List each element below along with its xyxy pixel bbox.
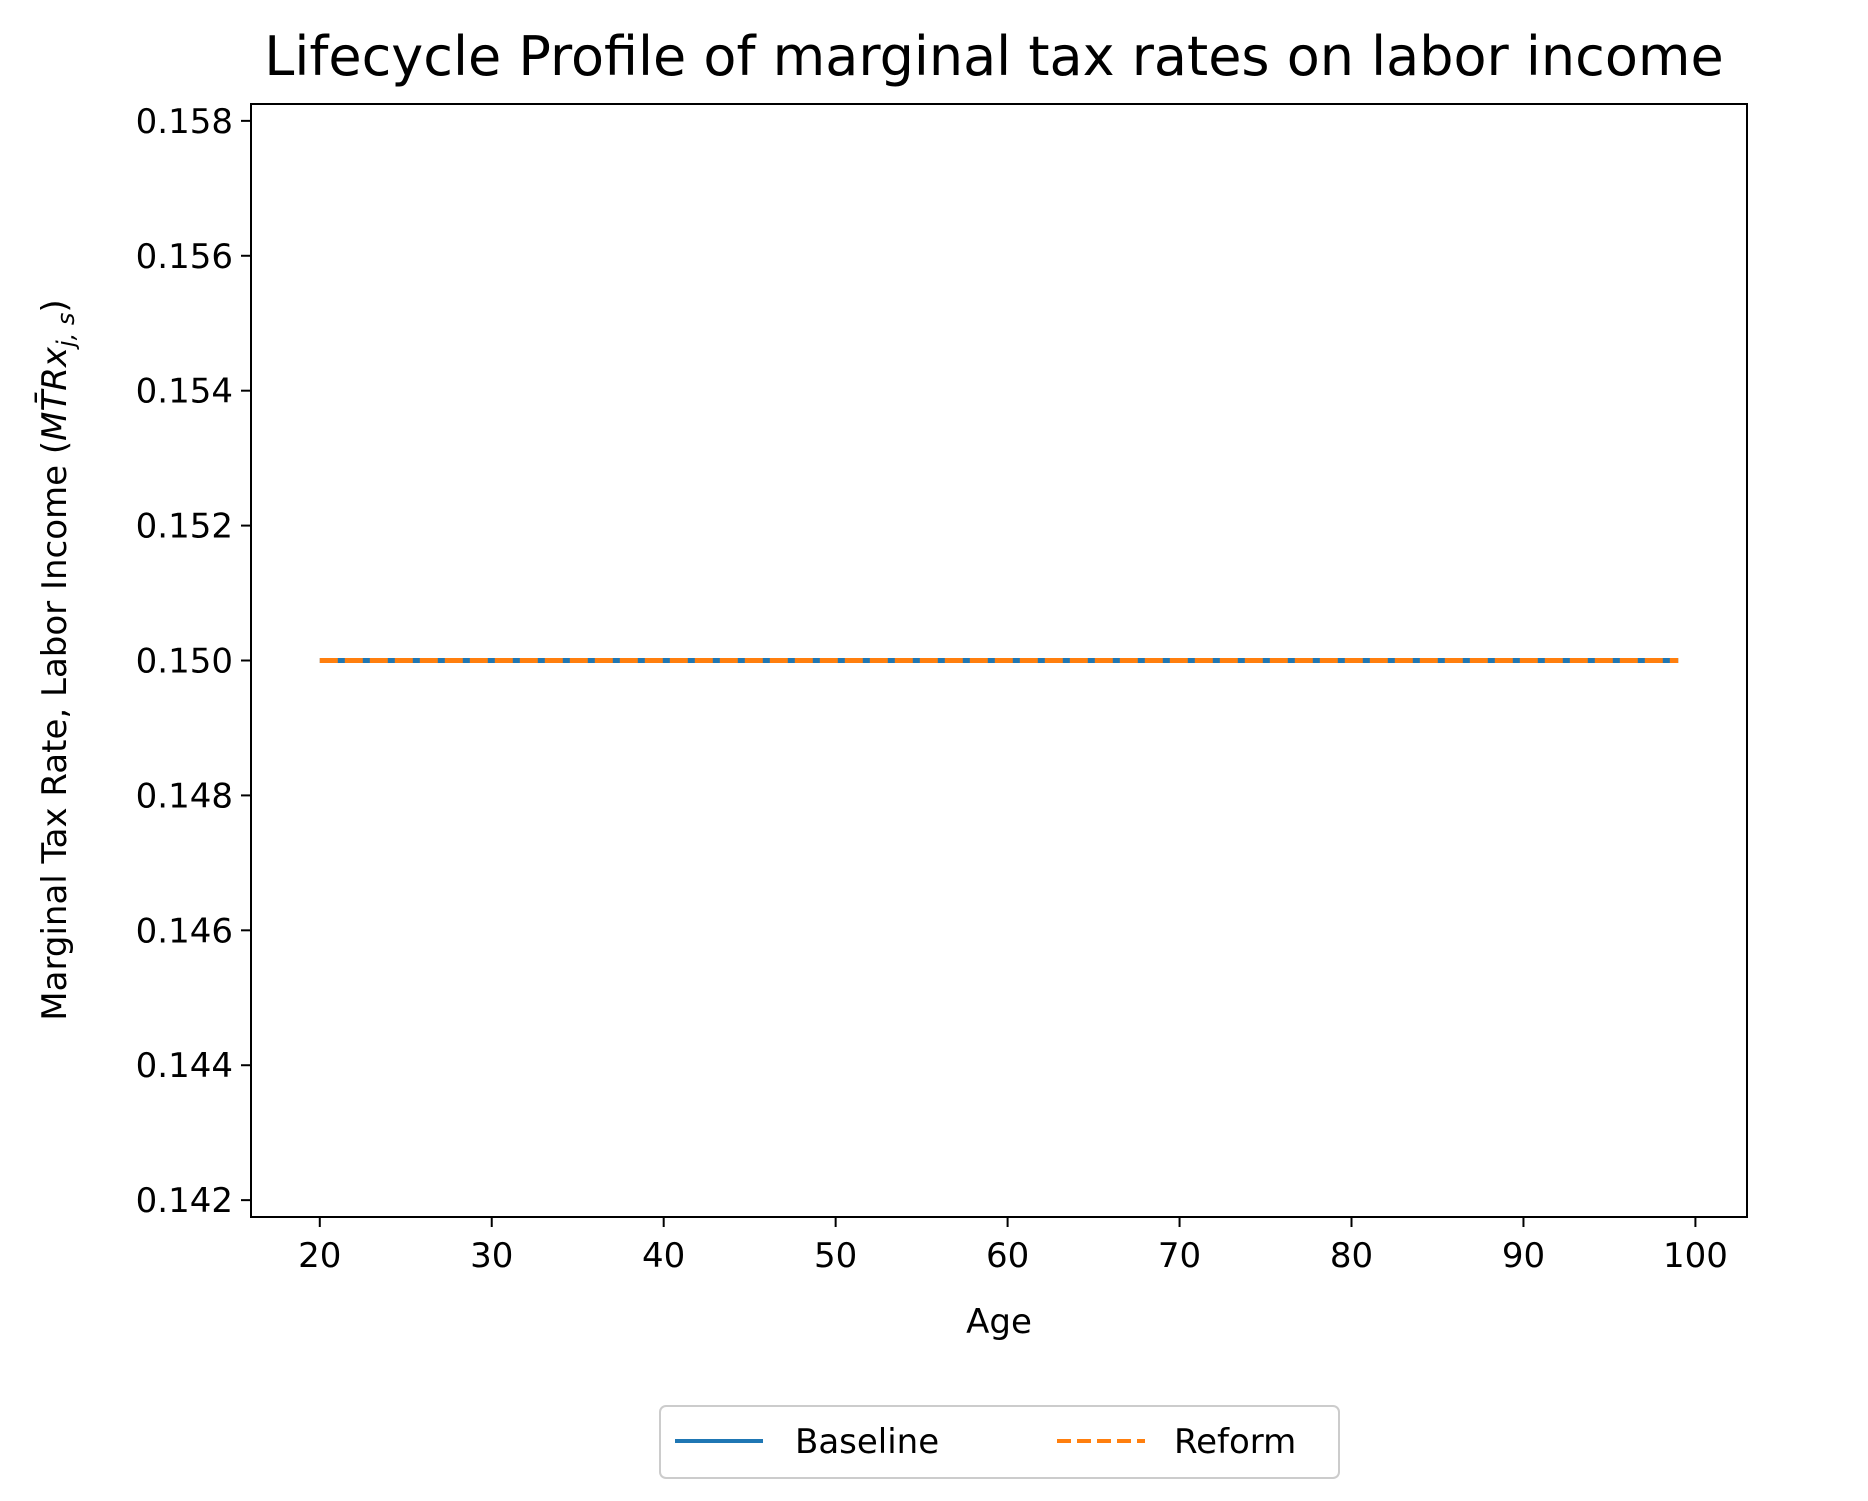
y-tick-label: 0.158 [136,102,233,142]
y-tick-label: 0.156 [136,237,233,277]
x-tick-label: 90 [1502,1236,1545,1276]
y-tick-label: 0.148 [136,776,233,816]
y-axis-label-suffix: ) [35,299,75,312]
x-axis: 20 30 40 50 60 70 80 90 100 [298,1217,1728,1276]
y-axis-label: Marginal Tax Rate, Labor Income (MT̄Rxj,… [34,299,80,1020]
legend-frame [659,1405,1340,1479]
y-axis-label-prefix: Marginal Tax Rate, Labor Income ( [35,441,75,1021]
legend-label-reform: Reform [1174,1422,1296,1462]
x-tick-label: 70 [1158,1236,1201,1276]
x-tick-label: 100 [1663,1236,1728,1276]
y-tick-label: 0.146 [136,911,233,951]
legend: Baseline Reform [659,1405,1340,1479]
y-axis-label-math: MT̄Rx [34,346,75,441]
y-tick-label: 0.144 [136,1046,233,1086]
x-tick-label: 40 [642,1236,685,1276]
x-tick-label: 50 [814,1236,857,1276]
x-tick-label: 60 [986,1236,1029,1276]
plot-area [250,103,1748,1218]
y-tick-label: 0.154 [136,372,233,412]
legend-label-baseline: Baseline [795,1422,939,1462]
x-tick-label: 20 [298,1236,341,1276]
x-tick-label: 30 [470,1236,513,1276]
x-tick-label: 80 [1330,1236,1373,1276]
y-tick-label: 0.152 [136,507,233,547]
y-tick-label: 0.142 [136,1181,233,1221]
chart-title: Lifecycle Profile of marginal tax rates … [264,25,1723,88]
x-axis-label: Age [966,1302,1032,1342]
y-axis: 0.142 0.144 0.146 0.148 0.150 0.152 0.154 0.156… [136,102,251,1221]
y-tick-label: 0.150 [136,642,233,682]
y-axis-label-subscript: j, s [52,313,80,350]
